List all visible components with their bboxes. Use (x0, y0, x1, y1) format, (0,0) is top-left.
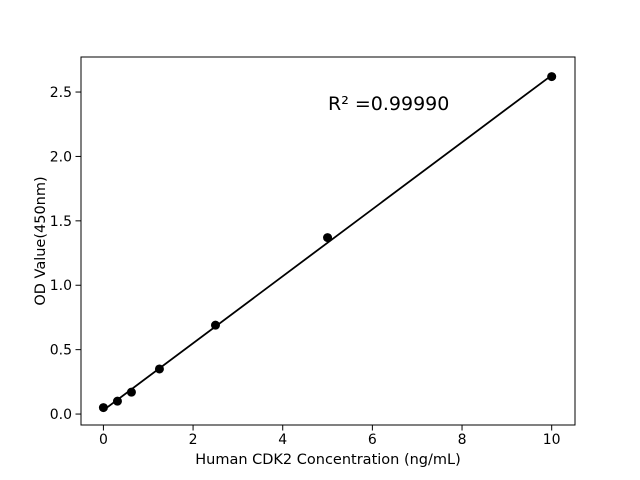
y-tick-label: 0.5 (50, 343, 72, 359)
data-point (154, 364, 164, 374)
x-tick-label: 2 (189, 432, 198, 448)
data-point (547, 72, 557, 82)
x-axis: 0 2 4 6 8 10 (99, 425, 561, 448)
y-tick-label: 1.5 (50, 214, 72, 230)
y-axis-label: OD Value(450nm) (33, 176, 49, 305)
y-tick-label: 1.0 (50, 278, 72, 294)
data-point (98, 403, 108, 413)
fit-line (102, 74, 553, 412)
data-point (210, 320, 220, 330)
y-tick-label: 2.0 (50, 149, 72, 165)
y-tick-label: 0.0 (50, 407, 72, 423)
data-series (98, 72, 557, 413)
data-point (323, 233, 333, 243)
x-tick-label: 6 (368, 432, 377, 448)
plot-area (80, 56, 576, 426)
data-point (112, 396, 122, 406)
y-axis: 0.0 0.5 1.0 1.5 2.0 2.5 (50, 85, 81, 423)
x-tick-label: 10 (543, 432, 561, 448)
data-point (126, 387, 136, 397)
x-tick-label: 0 (99, 432, 108, 448)
x-tick-label: 4 (278, 432, 287, 448)
x-axis-label: Human CDK2 Concentration (ng/mL) (195, 452, 461, 468)
y-tick-label: 2.5 (50, 85, 72, 101)
r-squared-annotation: R² =0.99990 (328, 93, 449, 115)
x-tick-label: 8 (458, 432, 467, 448)
